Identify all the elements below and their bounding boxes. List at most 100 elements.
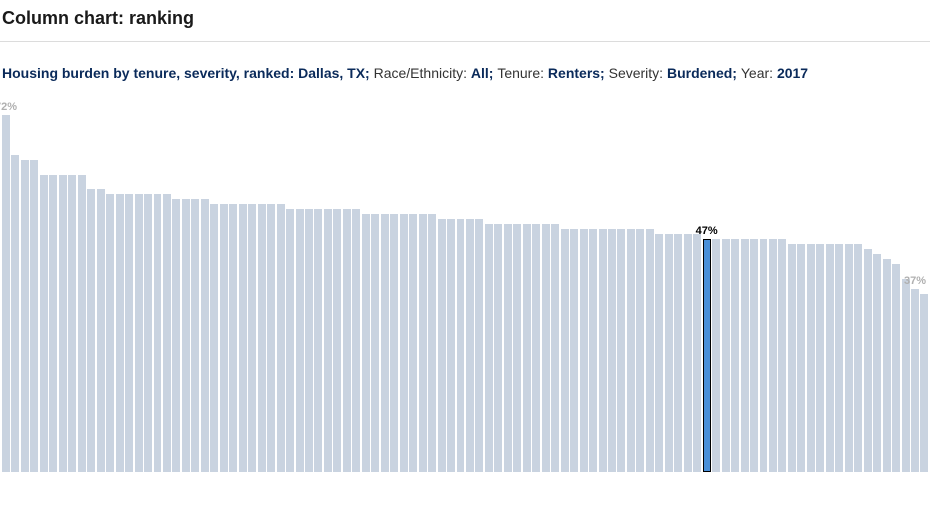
chart-bar[interactable] <box>229 204 237 472</box>
chart-bar[interactable] <box>466 219 474 472</box>
chart-bar[interactable] <box>741 239 749 472</box>
chart-bar[interactable] <box>68 175 76 473</box>
chart-bar[interactable]: 72% <box>2 115 10 472</box>
chart-bar[interactable] <box>769 239 777 472</box>
chart-bar[interactable] <box>438 219 446 472</box>
chart-bar[interactable] <box>580 229 588 472</box>
chart-bar[interactable] <box>191 199 199 472</box>
chart-bar[interactable] <box>760 239 768 472</box>
chart-bar[interactable] <box>617 229 625 472</box>
chart-bar[interactable] <box>646 229 654 472</box>
chart-bar[interactable] <box>892 264 900 472</box>
chart-bar[interactable] <box>854 244 862 472</box>
chart-bar[interactable] <box>920 294 928 473</box>
chart-bar[interactable] <box>636 229 644 472</box>
chart-bar[interactable] <box>116 194 124 472</box>
chart-bar[interactable] <box>381 214 389 472</box>
chart-bar[interactable] <box>400 214 408 472</box>
chart-bar[interactable] <box>788 244 796 472</box>
chart-bar[interactable] <box>504 224 512 472</box>
chart-bar[interactable] <box>305 209 313 472</box>
chart-bar[interactable] <box>561 229 569 472</box>
chart-bar[interactable] <box>210 204 218 472</box>
chart-bar[interactable] <box>78 175 86 473</box>
chart-bar[interactable] <box>589 229 597 472</box>
chart-bar[interactable] <box>532 224 540 472</box>
chart-bar[interactable] <box>11 155 19 472</box>
chart-bar[interactable] <box>665 234 673 472</box>
chart-bar[interactable] <box>778 239 786 472</box>
chart-bar[interactable] <box>343 209 351 472</box>
chart-bar[interactable] <box>523 224 531 472</box>
chart-bar[interactable] <box>845 244 853 472</box>
chart-bar[interactable] <box>447 219 455 472</box>
chart-bar[interactable] <box>731 239 739 472</box>
chart-bar[interactable] <box>570 229 578 472</box>
chart-bar[interactable] <box>542 224 550 472</box>
chart-bar[interactable] <box>220 204 228 472</box>
chart-bar[interactable] <box>314 209 322 472</box>
chart-bar[interactable] <box>277 204 285 472</box>
chart-bar[interactable] <box>826 244 834 472</box>
chart-bar[interactable] <box>835 244 843 472</box>
chart-bar[interactable] <box>239 204 247 472</box>
chart-bar-highlighted[interactable]: 47% <box>703 239 711 472</box>
chart-bar[interactable] <box>333 209 341 472</box>
chart-bar[interactable] <box>201 199 209 472</box>
chart-bar[interactable] <box>87 189 95 472</box>
chart-bar[interactable] <box>873 254 881 472</box>
chart-bar[interactable] <box>485 224 493 472</box>
chart-bar[interactable] <box>352 209 360 472</box>
chart-bar[interactable] <box>864 249 872 472</box>
chart-bar[interactable] <box>475 219 483 472</box>
chart-bar[interactable] <box>608 229 616 472</box>
chart-bar[interactable] <box>722 239 730 472</box>
chart-bar[interactable] <box>49 175 57 473</box>
chart-bar[interactable] <box>258 204 266 472</box>
chart-bar[interactable] <box>797 244 805 472</box>
chart-bar[interactable] <box>627 229 635 472</box>
chart-bar[interactable] <box>816 244 824 472</box>
chart-bar[interactable] <box>362 214 370 472</box>
chart-bar[interactable] <box>457 219 465 472</box>
chart-bar[interactable] <box>154 194 162 472</box>
chart-bar[interactable] <box>419 214 427 472</box>
chart-bar[interactable] <box>172 199 180 472</box>
chart-bar[interactable] <box>40 175 48 473</box>
subtitle-part: All; <box>471 65 497 81</box>
chart-bar[interactable] <box>267 204 275 472</box>
chart-bar[interactable] <box>674 234 682 472</box>
chart-bar[interactable] <box>97 189 105 472</box>
chart-bar[interactable] <box>655 234 663 472</box>
chart-bar[interactable] <box>248 204 256 472</box>
chart-bar[interactable] <box>513 224 521 472</box>
chart-bar[interactable] <box>807 244 815 472</box>
chart-bar[interactable] <box>902 279 910 472</box>
chart-bar[interactable] <box>883 259 891 472</box>
chart-bar[interactable] <box>684 234 692 472</box>
chart-bar[interactable] <box>428 214 436 472</box>
chart-bar[interactable] <box>551 224 559 472</box>
chart-bar[interactable]: 37% <box>911 289 919 473</box>
chart-bar[interactable] <box>144 194 152 472</box>
chart-bar[interactable] <box>494 224 502 472</box>
chart-bar[interactable] <box>135 194 143 472</box>
chart-bar[interactable] <box>182 199 190 472</box>
chart-bar[interactable] <box>409 214 417 472</box>
chart-bar[interactable] <box>693 234 701 472</box>
chart-bar[interactable] <box>106 194 114 472</box>
chart-bar[interactable] <box>750 239 758 472</box>
chart-bar[interactable] <box>286 209 294 472</box>
subtitle-part: Severity: <box>609 65 667 81</box>
chart-bar[interactable] <box>59 175 67 473</box>
chart-bar[interactable] <box>371 214 379 472</box>
chart-bar[interactable] <box>324 209 332 472</box>
chart-bar[interactable] <box>390 214 398 472</box>
chart-bar[interactable] <box>21 160 29 472</box>
chart-bar[interactable] <box>599 229 607 472</box>
chart-bar[interactable] <box>296 209 304 472</box>
chart-bar[interactable] <box>163 194 171 472</box>
chart-bar[interactable] <box>712 239 720 472</box>
chart-bar[interactable] <box>125 194 133 472</box>
chart-bar[interactable] <box>30 160 38 472</box>
